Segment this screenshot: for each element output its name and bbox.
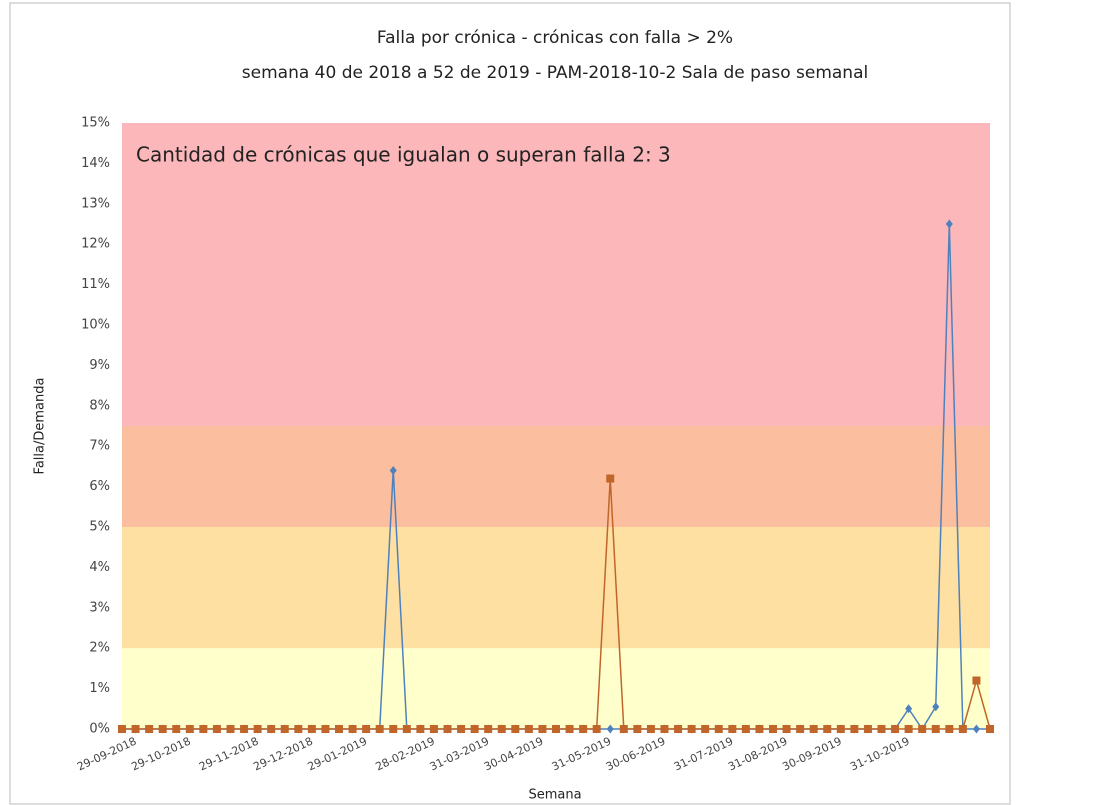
point — [443, 725, 452, 733]
point — [972, 676, 981, 685]
point — [348, 725, 357, 733]
y-tick-label: 6% — [89, 479, 110, 494]
point — [823, 725, 832, 733]
point — [524, 725, 533, 733]
point — [335, 725, 343, 733]
point — [606, 474, 615, 483]
point — [932, 702, 940, 712]
y-tick-label: 12% — [81, 237, 110, 252]
chart-title: Falla por crónica - crónicas con falla >… — [377, 28, 733, 48]
point — [592, 725, 601, 733]
point — [606, 724, 614, 734]
chart-subtitle: semana 40 de 2018 a 52 de 2019 - PAM-201… — [242, 63, 868, 83]
y-tick-label: 5% — [89, 520, 110, 535]
point — [402, 725, 411, 733]
point — [579, 725, 588, 733]
y-tick-label: 4% — [89, 560, 110, 575]
point — [429, 725, 438, 733]
point — [728, 725, 737, 733]
point — [904, 725, 913, 733]
y-tick-label: 9% — [89, 358, 110, 373]
point — [118, 725, 126, 733]
point — [389, 465, 397, 475]
point — [863, 725, 872, 733]
y-tick-label: 7% — [89, 439, 110, 454]
point — [294, 725, 303, 733]
point — [687, 725, 696, 733]
point — [267, 725, 276, 733]
point — [714, 725, 723, 733]
point — [552, 725, 560, 733]
point — [307, 725, 316, 733]
point — [375, 725, 384, 733]
point — [538, 725, 547, 733]
y-tick-label: 10% — [81, 318, 110, 333]
point — [362, 725, 371, 733]
point — [972, 724, 980, 734]
y-tick-label: 8% — [89, 398, 110, 413]
point — [389, 725, 398, 733]
point — [145, 725, 154, 733]
point — [565, 725, 574, 733]
point — [905, 704, 913, 714]
x-axis-label: Semana — [528, 788, 581, 803]
point — [457, 725, 466, 733]
band — [122, 123, 990, 426]
y-axis-label: Falla/Demanda — [33, 378, 48, 475]
point — [416, 725, 425, 733]
point — [945, 725, 954, 733]
point — [199, 725, 208, 733]
point — [674, 725, 683, 733]
point — [877, 725, 886, 733]
point — [226, 725, 235, 733]
point — [280, 725, 289, 733]
point — [660, 725, 669, 733]
point — [172, 725, 181, 733]
point — [497, 725, 506, 733]
point — [958, 725, 967, 733]
point — [646, 725, 655, 733]
band — [122, 648, 990, 729]
point — [511, 725, 520, 733]
y-tick-label: 11% — [81, 277, 110, 292]
point — [850, 725, 859, 733]
point — [836, 725, 845, 733]
point — [185, 725, 194, 733]
point — [212, 725, 221, 733]
point — [945, 219, 953, 229]
point — [918, 725, 927, 733]
point — [931, 725, 940, 733]
y-tick-label: 3% — [89, 600, 110, 615]
point — [769, 725, 777, 733]
annotation: Cantidad de crónicas que igualan o super… — [136, 143, 671, 167]
point — [619, 725, 628, 733]
y-tick-label: 2% — [89, 641, 110, 656]
point — [741, 725, 750, 733]
point — [891, 725, 900, 733]
band — [122, 426, 990, 527]
point — [321, 725, 330, 733]
point — [633, 725, 642, 733]
point — [484, 725, 493, 733]
point — [131, 725, 140, 733]
point — [253, 725, 262, 733]
y-tick-label: 1% — [89, 681, 110, 696]
point — [470, 725, 479, 733]
y-tick-label: 0% — [89, 722, 110, 737]
band — [122, 527, 990, 649]
y-tick-label: 14% — [81, 156, 110, 171]
point — [240, 725, 249, 733]
point — [809, 725, 818, 733]
point — [986, 725, 994, 733]
y-tick-label: 15% — [81, 116, 110, 131]
y-tick-label: 13% — [81, 196, 110, 211]
point — [782, 725, 791, 733]
point — [158, 725, 167, 733]
point — [796, 725, 805, 733]
point — [755, 725, 764, 733]
point — [701, 725, 710, 733]
